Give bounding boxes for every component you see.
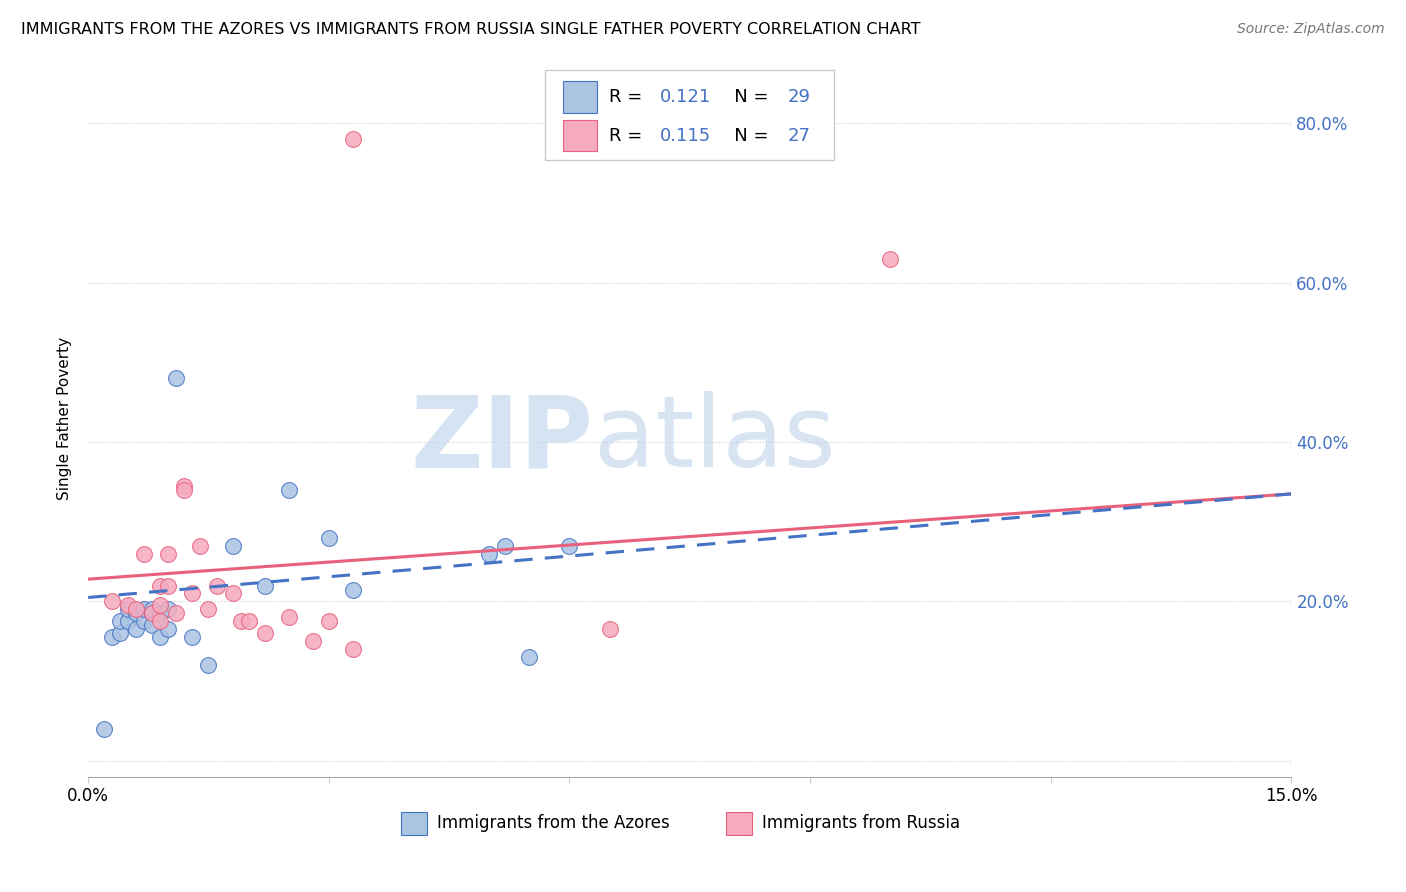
Point xyxy=(134,547,156,561)
Point xyxy=(134,602,156,616)
Point xyxy=(157,547,180,561)
Point xyxy=(141,602,163,616)
Point xyxy=(318,615,340,629)
Text: IMMIGRANTS FROM THE AZORES VS IMMIGRANTS FROM RUSSIA SINGLE FATHER POVERTY CORRE: IMMIGRANTS FROM THE AZORES VS IMMIGRANTS… xyxy=(21,22,921,37)
Text: Immigrants from the Azores: Immigrants from the Azores xyxy=(437,814,669,832)
Point xyxy=(221,539,243,553)
Point xyxy=(277,610,299,624)
Point xyxy=(157,623,180,637)
FancyBboxPatch shape xyxy=(725,812,752,835)
Point xyxy=(125,602,148,616)
Point xyxy=(205,578,228,592)
Point xyxy=(141,607,163,621)
Point xyxy=(117,602,139,616)
Point xyxy=(117,615,139,629)
Point xyxy=(301,634,323,648)
Point xyxy=(253,626,276,640)
Point xyxy=(157,578,180,592)
Point xyxy=(110,615,132,629)
Point xyxy=(221,586,243,600)
Y-axis label: Single Father Poverty: Single Father Poverty xyxy=(58,336,72,500)
Point xyxy=(277,483,299,497)
Point xyxy=(519,650,541,665)
Point xyxy=(173,479,195,493)
Point xyxy=(149,599,172,613)
Point xyxy=(110,626,132,640)
Point xyxy=(342,582,364,597)
Text: 27: 27 xyxy=(787,127,810,145)
Point xyxy=(149,615,172,629)
FancyBboxPatch shape xyxy=(564,120,598,152)
Point xyxy=(181,586,204,600)
Point xyxy=(599,623,621,637)
Point xyxy=(141,618,163,632)
Text: R =: R = xyxy=(609,127,648,145)
Point xyxy=(197,602,219,616)
FancyBboxPatch shape xyxy=(546,70,834,160)
Point xyxy=(253,578,276,592)
Text: N =: N = xyxy=(717,88,775,106)
Point xyxy=(165,607,187,621)
Point xyxy=(173,483,195,497)
Point xyxy=(101,594,124,608)
Point xyxy=(125,623,148,637)
Point xyxy=(149,578,172,592)
Point xyxy=(93,722,115,736)
Point xyxy=(125,607,148,621)
Point xyxy=(342,132,364,146)
Point xyxy=(494,539,516,553)
Text: ZIP: ZIP xyxy=(411,392,593,488)
Point xyxy=(165,371,187,385)
Point xyxy=(141,607,163,621)
Text: 0.115: 0.115 xyxy=(659,127,711,145)
Point xyxy=(181,630,204,644)
Point xyxy=(558,539,581,553)
Point xyxy=(318,531,340,545)
Point xyxy=(342,642,364,657)
Text: 0.121: 0.121 xyxy=(659,88,711,106)
Point xyxy=(197,658,219,673)
Text: Immigrants from Russia: Immigrants from Russia xyxy=(762,814,960,832)
Point xyxy=(478,547,501,561)
Point xyxy=(229,615,252,629)
Point xyxy=(134,615,156,629)
Point xyxy=(190,539,212,553)
Point xyxy=(149,630,172,644)
FancyBboxPatch shape xyxy=(401,812,427,835)
Point xyxy=(879,252,901,266)
Point xyxy=(149,607,172,621)
Point xyxy=(157,602,180,616)
Point xyxy=(238,615,260,629)
FancyBboxPatch shape xyxy=(564,81,598,112)
Text: R =: R = xyxy=(609,88,648,106)
Text: atlas: atlas xyxy=(593,392,835,488)
Text: Source: ZipAtlas.com: Source: ZipAtlas.com xyxy=(1237,22,1385,37)
Text: N =: N = xyxy=(717,127,775,145)
Text: 29: 29 xyxy=(787,88,810,106)
Point xyxy=(117,599,139,613)
Point xyxy=(101,630,124,644)
